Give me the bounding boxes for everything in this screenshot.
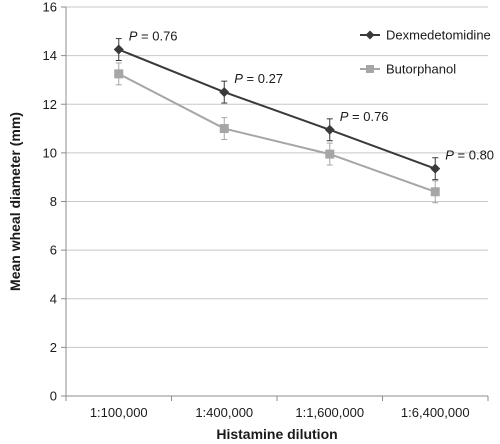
x-tick-label: 1:400,000 [195, 405, 253, 420]
y-tick-label: 0 [50, 389, 57, 404]
p-value: = 0.27 [243, 71, 283, 86]
y-tick-labels: 0 2 4 6 8 10 12 14 16 [43, 0, 57, 404]
legend-marker-square [366, 65, 374, 73]
legend-item: Dexmedetomidine [360, 28, 491, 43]
p-value: = 0.80 [454, 148, 494, 163]
data-point-square [430, 187, 440, 197]
p-symbol: P [445, 148, 454, 163]
data-point-diamond [113, 44, 124, 55]
y-tick-label: 4 [50, 291, 57, 306]
y-tick-label: 14 [43, 48, 57, 63]
legend-label: Butorphanol [386, 62, 456, 77]
x-tick-label: 1:1,600,000 [295, 405, 364, 420]
data-point-square [219, 124, 229, 134]
y-tick-label: 12 [43, 97, 57, 112]
data-point-diamond [430, 163, 441, 174]
legend-marker-diamond [365, 30, 375, 40]
p-value-label: P = 0.76 [129, 29, 178, 44]
p-value: = 0.76 [348, 109, 388, 124]
p-symbol: P [340, 109, 349, 124]
axes [61, 6, 489, 401]
gridlines [66, 6, 488, 348]
data-point-diamond [324, 124, 335, 135]
legend-item: Butorphanol [360, 62, 456, 77]
legend-label: Dexmedetomidine [386, 28, 491, 43]
y-tick-label: 10 [43, 145, 57, 160]
p-value: = 0.76 [137, 29, 177, 44]
data-point-diamond [219, 87, 230, 98]
y-tick-label: 8 [50, 194, 57, 209]
x-axis-title: Histamine dilution [216, 426, 337, 442]
p-value-label: P = 0.76 [340, 109, 389, 124]
p-value-label: P = 0.27 [234, 71, 283, 86]
y-tick-label: 16 [43, 0, 57, 15]
p-value-annotations: P = 0.76P = 0.27P = 0.76P = 0.80 [129, 29, 494, 163]
series-group [113, 38, 441, 204]
data-point-square [325, 149, 335, 159]
y-axis-title: Mean wheal diameter (mm) [7, 112, 23, 291]
p-symbol: P [234, 71, 243, 86]
series-line-dexmedetomidine [118, 48, 436, 170]
legend: Dexmedetomidine Butorphanol [360, 28, 491, 77]
data-point-square [114, 69, 124, 79]
series-line-butorphanol [118, 72, 436, 193]
x-tick-label: 1:100,000 [90, 405, 148, 420]
p-symbol: P [129, 29, 138, 44]
x-tick-labels: 1:100,000 1:400,000 1:1,600,000 1:6,400,000 [90, 405, 470, 420]
y-tick-label: 6 [50, 243, 57, 258]
p-value-label: P = 0.80 [445, 148, 494, 163]
y-tick-label: 2 [50, 340, 57, 355]
x-tick-label: 1:6,400,000 [401, 405, 470, 420]
